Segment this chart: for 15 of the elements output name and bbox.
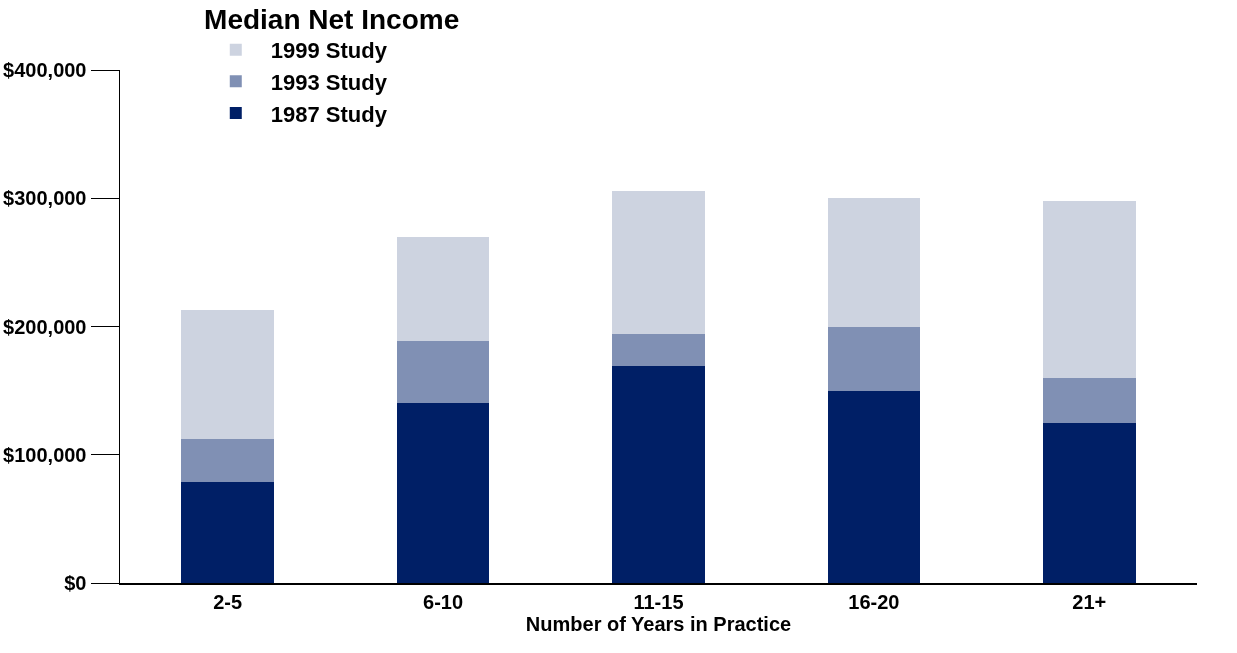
legend-label: 1999 Study [270,38,388,64]
legend-label: 1993 Study [270,69,388,95]
x-tick-label: 2-5 [213,590,243,613]
x-axis-title: Number of Years in Practice [525,612,792,635]
x-tick-label: 21+ [1072,590,1107,613]
x-tick-label: 11-15 [633,590,684,613]
y-tick-label: $100,000 [3,443,87,466]
y-tick-label: $400,000 [3,59,87,81]
legend-label: 1987 Study [270,101,388,127]
chart-title: Median Net Income [204,4,460,36]
x-tick-label: 6-10 [423,590,464,613]
x-tick-label: 16-20 [848,590,900,613]
y-tick-label: $200,000 [3,315,87,338]
y-tick-label: $0 [64,572,87,594]
y-tick-label: $300,000 [3,187,87,210]
